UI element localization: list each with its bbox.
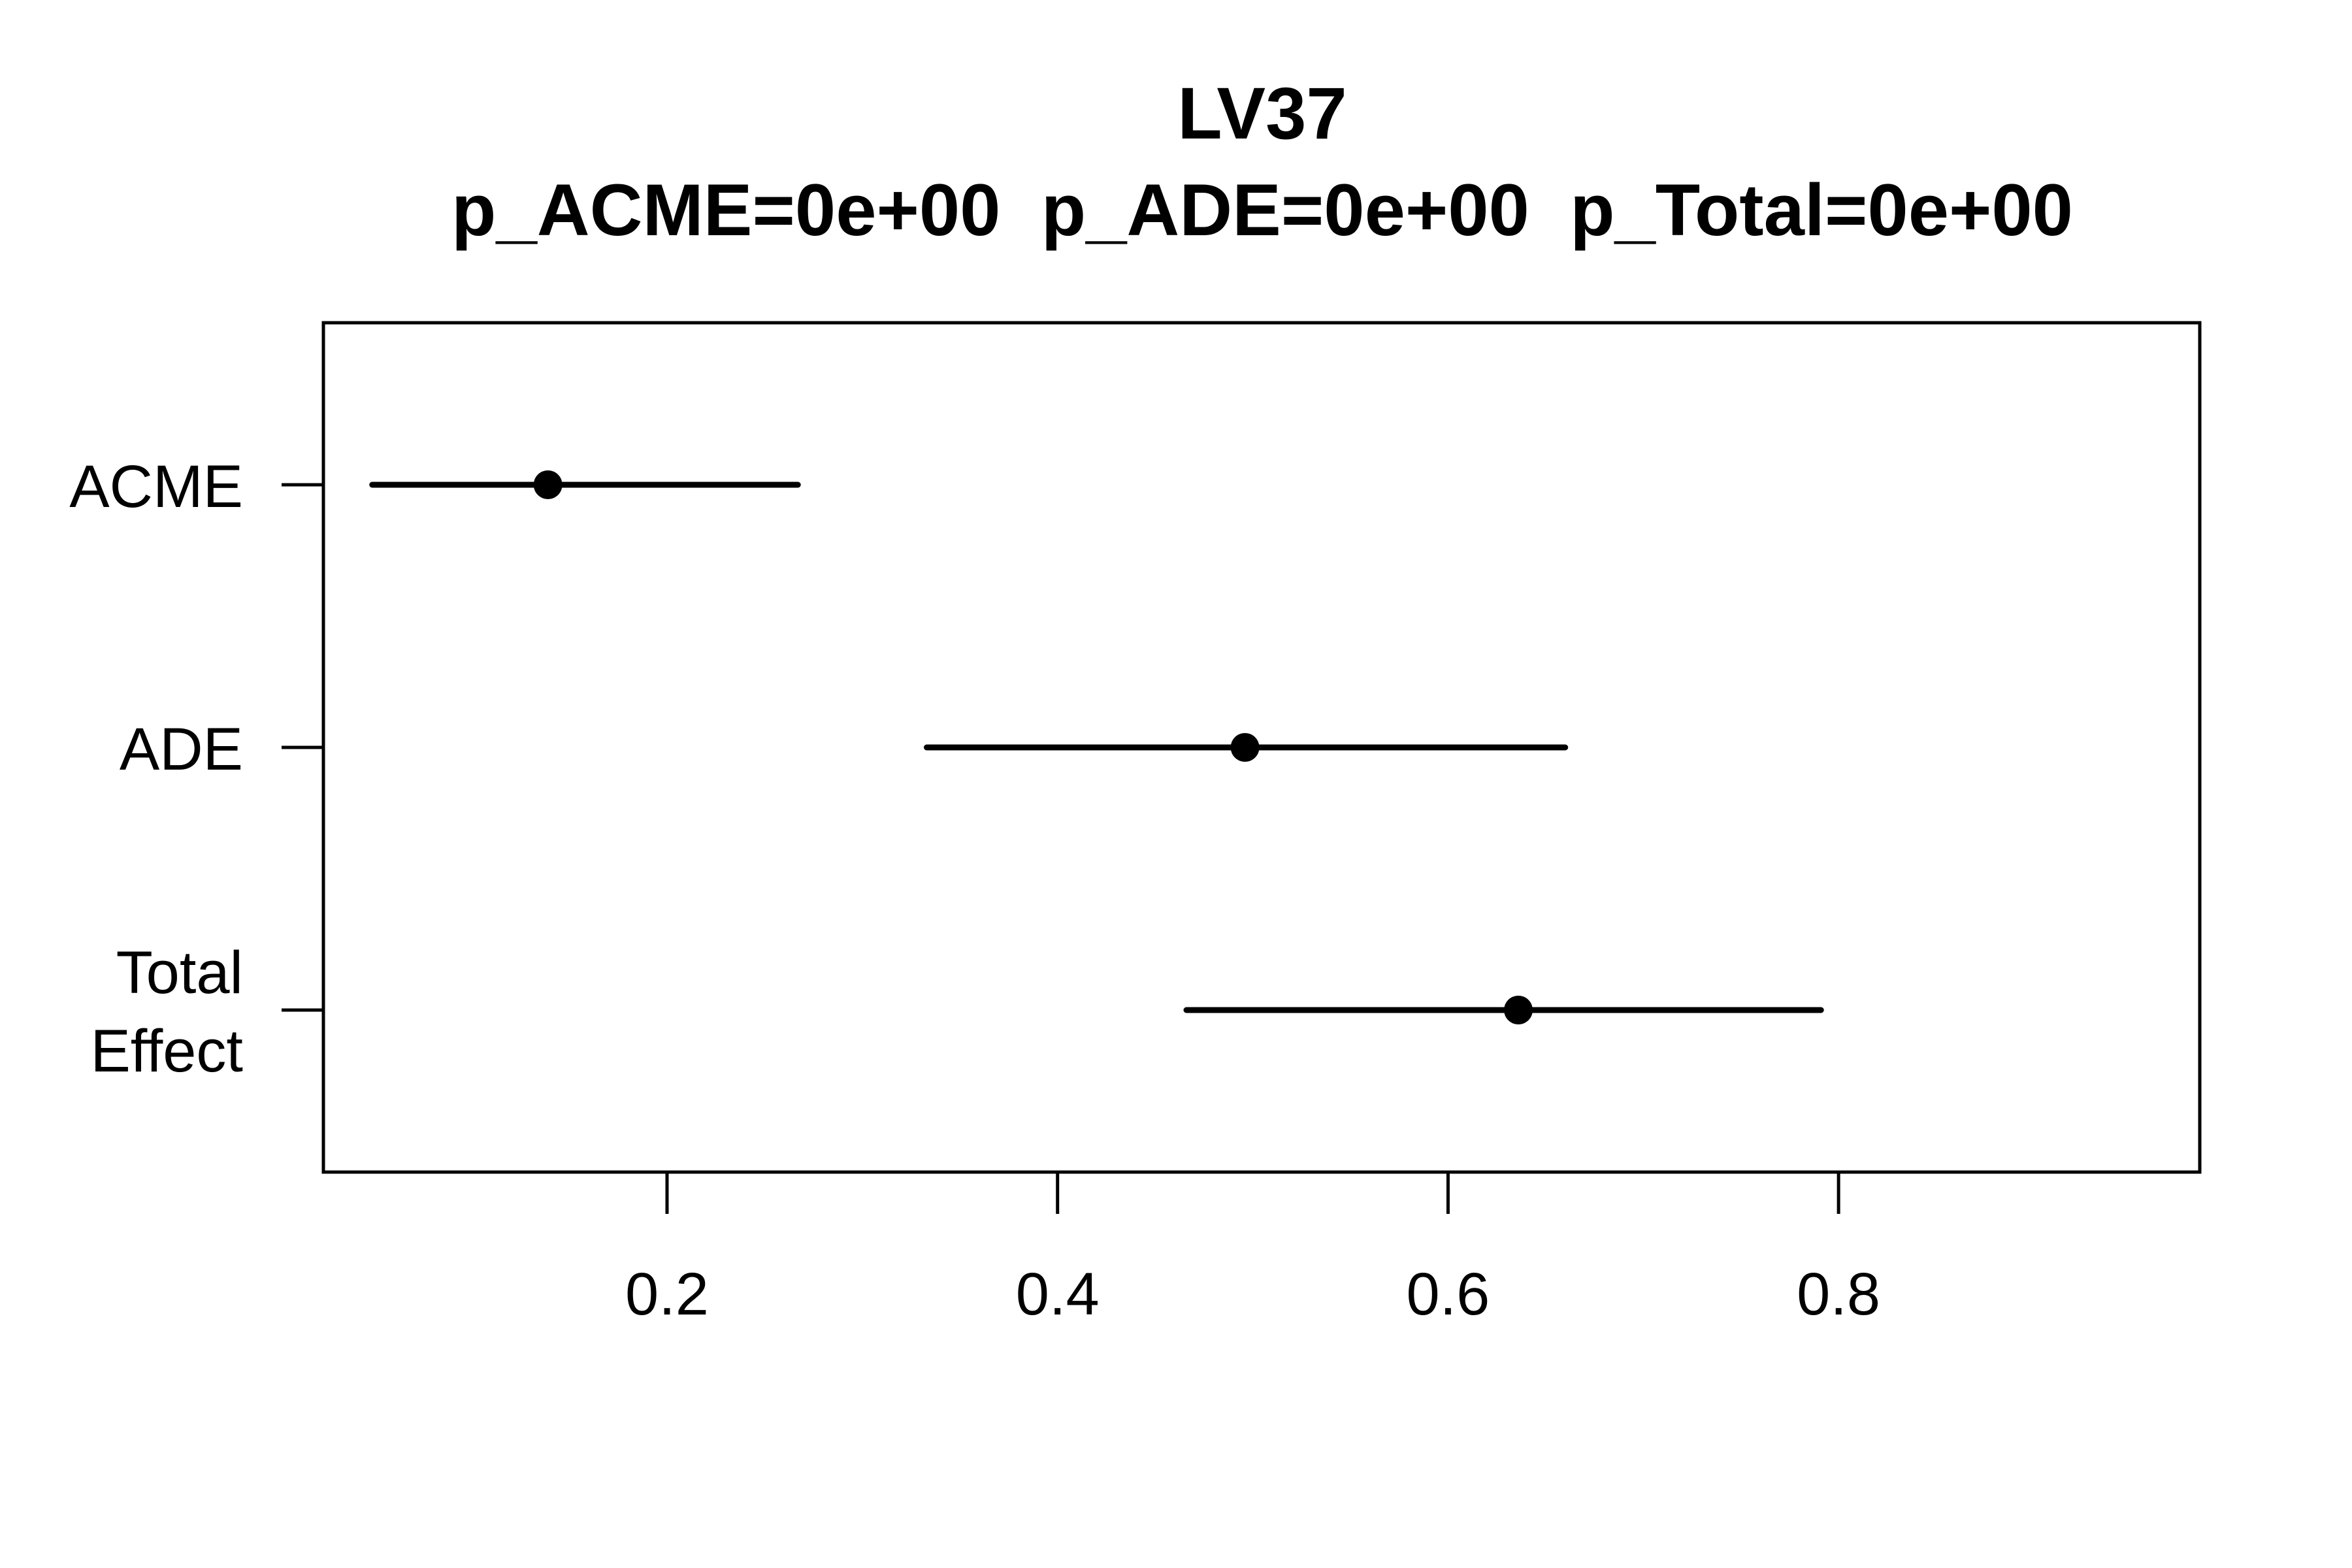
point-estimate xyxy=(1503,996,1533,1024)
series-effects xyxy=(369,470,1824,1024)
x-tick-label: 0.4 xyxy=(1016,1261,1100,1328)
y-category-label: ACME xyxy=(69,453,243,520)
x-tick-label: 0.2 xyxy=(625,1261,709,1328)
point-estimate xyxy=(1230,733,1260,762)
y-category-label: ADE xyxy=(120,716,243,783)
x-tick-label: 0.8 xyxy=(1797,1261,1880,1328)
y-category-label: Total xyxy=(116,939,243,1006)
y-category-label: Effect xyxy=(90,1018,243,1085)
chart-title: LV37 xyxy=(1177,73,1347,154)
y-axis: ACME ADE Total Effect xyxy=(69,453,323,1085)
x-tick-label: 0.6 xyxy=(1406,1261,1490,1328)
x-axis: 0.2 0.4 0.6 0.8 xyxy=(625,1172,1880,1328)
point-estimate xyxy=(533,470,563,499)
chart-subtitle: p_ACME=0e+00 p_ADE=0e+00 p_Total=0e+00 xyxy=(451,169,2073,251)
